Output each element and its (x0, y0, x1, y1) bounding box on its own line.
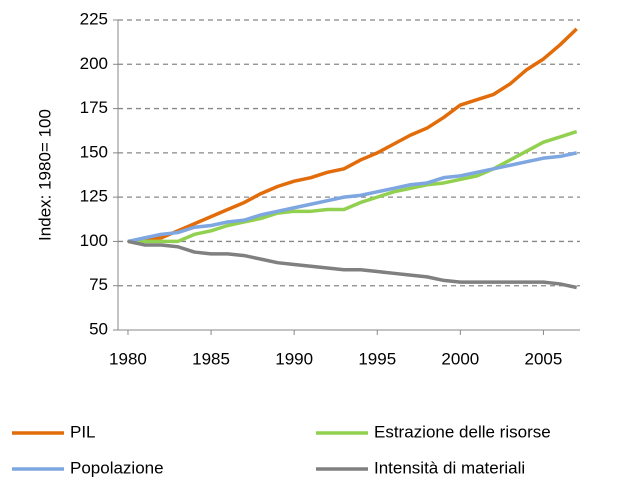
y-tick-label: 100 (80, 231, 108, 250)
x-tick-label: 1980 (109, 349, 147, 368)
y-tick-label: 75 (89, 275, 108, 294)
legend-label: Intensità di materiali (374, 458, 525, 477)
x-tick-label: 2000 (441, 349, 479, 368)
legend-label: Estrazione delle risorse (374, 422, 551, 441)
legend-label: Popolazione (70, 458, 164, 477)
x-tick-label: 1990 (275, 349, 313, 368)
legend-label: PIL (70, 422, 96, 441)
y-axis-label: Index: 1980= 100 (35, 109, 54, 241)
y-tick-label: 200 (80, 54, 108, 73)
series-line (127, 151, 578, 244)
y-tick-label: 225 (80, 9, 108, 28)
y-tick-label: 175 (80, 98, 108, 117)
series-line (127, 129, 578, 244)
x-tick-label: 2005 (525, 349, 563, 368)
x-tick-label: 1995 (358, 349, 396, 368)
y-tick-label: 125 (80, 187, 108, 206)
y-tick-label: 50 (89, 319, 108, 338)
y-tick-label: 150 (80, 142, 108, 161)
x-tick-label: 1985 (192, 349, 230, 368)
series-line (127, 239, 578, 290)
series-line (127, 27, 578, 244)
